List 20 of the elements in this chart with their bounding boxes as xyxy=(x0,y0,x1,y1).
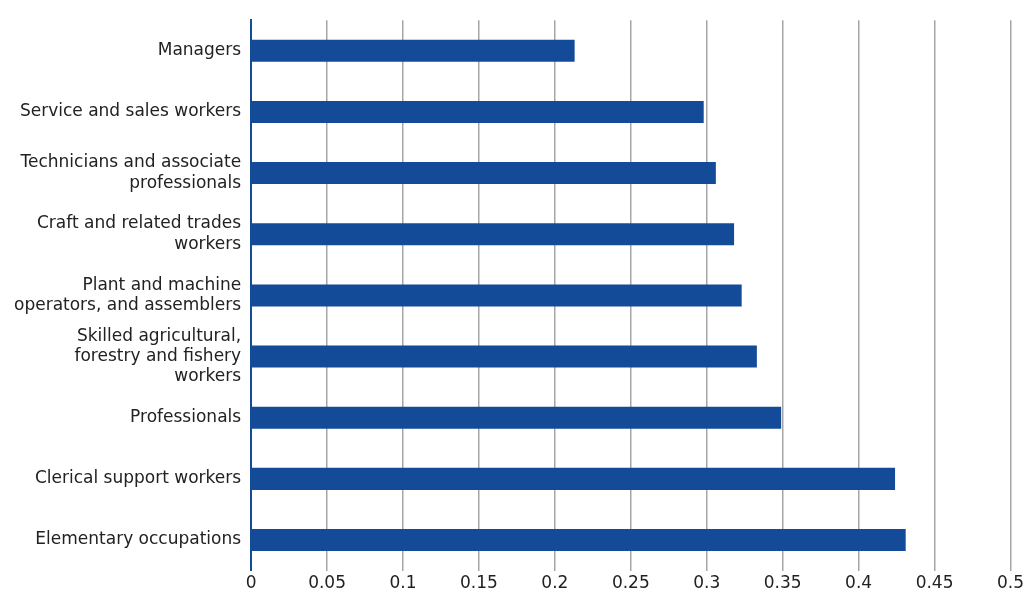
x-tick-label: 0.15 xyxy=(460,572,498,593)
y-tick-label: Craft and related trades workers xyxy=(36,212,242,253)
x-tick-label: 0.05 xyxy=(308,572,346,593)
x-tick-label: 0.4 xyxy=(845,572,873,593)
x-tick-label: 0 xyxy=(245,572,257,593)
y-tick-label: Skilled agricultural, forestry and fishery workers xyxy=(74,324,242,386)
x-tick-label: 0.3 xyxy=(693,572,721,593)
x-tick-label: 0.25 xyxy=(611,572,650,593)
x-tick-label: 0.45 xyxy=(915,572,954,593)
x-tick-label: 0.5 xyxy=(996,572,1025,593)
x-tick-label: 0.1 xyxy=(389,572,417,593)
y-tick-label: Clerical support workers xyxy=(34,467,242,488)
y-tick-label: Technicians and associate professionals xyxy=(19,151,242,192)
x-tick-label: 0.35 xyxy=(763,572,802,593)
y-tick-label: Professionals xyxy=(130,406,242,427)
y-tick-label: Plant and machine operators, and assemblers xyxy=(13,273,242,315)
y-tick-label: Managers xyxy=(157,39,242,60)
y-tick-label: Service and sales workers xyxy=(19,100,242,121)
y-tick-label: Elementary occupations xyxy=(35,528,242,549)
x-tick-label: 0.2 xyxy=(541,572,569,593)
